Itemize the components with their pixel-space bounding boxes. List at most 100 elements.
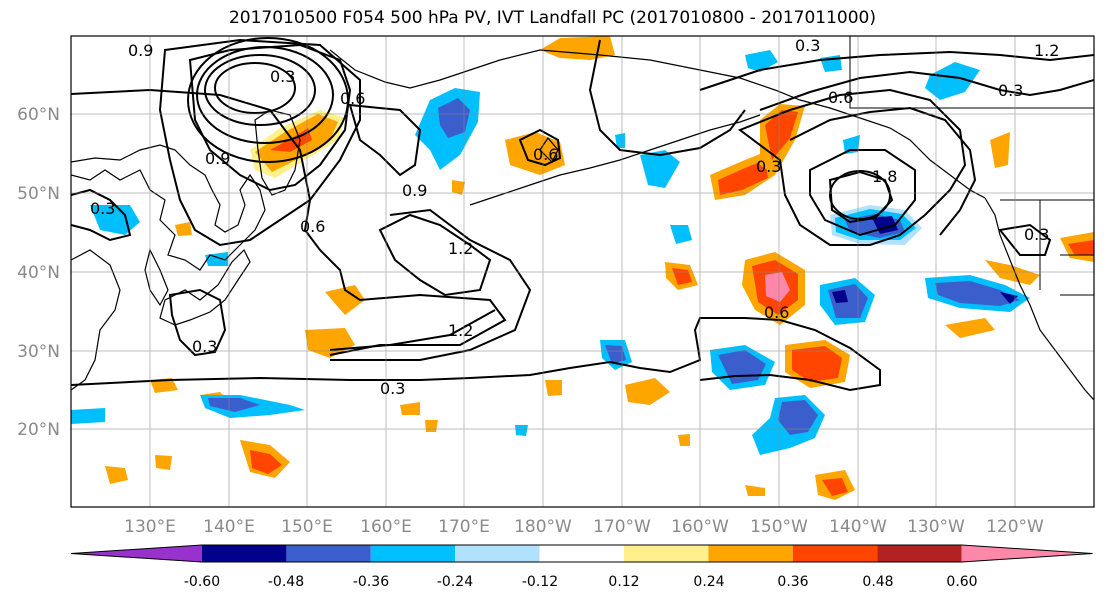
- anomaly-blob: [605, 345, 626, 364]
- ivt-shading: [71, 36, 1094, 500]
- anomaly-blob: [105, 466, 128, 484]
- colorbar-tick-label: -0.60: [184, 574, 220, 590]
- anomaly-blob: [640, 150, 680, 188]
- borders: [849, 36, 1094, 296]
- anomaly-blob: [945, 318, 995, 338]
- anomaly-blob: [71, 408, 105, 424]
- colorbar-segment: [455, 545, 540, 562]
- anomaly-blob: [515, 425, 528, 436]
- contour-line: [809, 149, 916, 237]
- anomaly-blob: [670, 225, 692, 244]
- contour-label: 0.6: [340, 89, 365, 108]
- anomaly-blob: [400, 402, 420, 415]
- contour-label: 0.3: [380, 379, 405, 398]
- anomaly-blob: [678, 434, 690, 446]
- colorbar-tick-label: -0.36: [353, 574, 389, 590]
- colorbar-tick-label: 0.12: [608, 574, 639, 590]
- anomaly-blob: [832, 290, 848, 303]
- lon-label: 120°W: [986, 517, 1044, 537]
- contour-line: [188, 43, 352, 192]
- colorbar-segment: [71, 545, 202, 562]
- plot-frame: [70, 35, 1095, 508]
- colorbar-outline: [70, 544, 1093, 563]
- anomaly-blob: [250, 450, 282, 474]
- anomaly-blob: [452, 180, 465, 195]
- contour-line: [158, 38, 361, 247]
- colorbar-segment: [961, 545, 1093, 562]
- contour-label: 1.2: [448, 239, 473, 258]
- lon-label: 180°W: [514, 517, 572, 537]
- lon-label: 170°E: [438, 517, 490, 537]
- us-states: [1039, 200, 1094, 296]
- anomaly-blob: [425, 420, 438, 432]
- colorbar-tick-label: 0.24: [693, 574, 724, 590]
- lat-label: 20°N: [17, 420, 60, 440]
- colorbar-segments: [70, 544, 1093, 563]
- contour-label: 0.3: [192, 337, 217, 356]
- contour-label: 0.3: [795, 36, 820, 55]
- anomaly-blob: [438, 98, 470, 138]
- contour-line: [759, 70, 1094, 111]
- contour-label: 0.3: [90, 199, 115, 218]
- anomaly-blob: [792, 346, 842, 382]
- colorbar-segment: [792, 545, 878, 562]
- contour-label: 0.6: [533, 145, 558, 164]
- contour-labels: 0.9 0.3 0.6 0.3 0.6 1.2 0.9 0.3 0.6 0.9 …: [90, 36, 1059, 398]
- pv-contours: [71, 37, 1094, 392]
- coastline-korea: [144, 248, 169, 307]
- lat-label: 60°N: [17, 105, 60, 125]
- lon-label: 160°W: [671, 517, 729, 537]
- lat-label: 40°N: [17, 263, 60, 283]
- latitude-labels: 60°N 50°N 40°N 30°N 20°N: [17, 105, 60, 440]
- contour-label: 0.6: [300, 217, 325, 236]
- contour-line: [329, 309, 496, 351]
- colorbar-segment: [370, 545, 456, 562]
- coastline-japan: [159, 248, 251, 326]
- coastline-kamchatka: [254, 109, 301, 196]
- contour-label: 0.3: [1024, 225, 1049, 244]
- anomaly-blob: [765, 272, 790, 302]
- coastline-bering: [539, 136, 559, 164]
- anomaly-blob: [718, 160, 768, 195]
- colorbar-segment: [708, 545, 793, 562]
- coastline-alaska: [329, 49, 986, 199]
- anomaly-blob: [505, 132, 565, 175]
- map-title: 2017010500 F054 500 hPa PV, IVT Landfall…: [228, 8, 876, 28]
- contour-line: [518, 128, 562, 167]
- contour-label: 1.2: [1034, 41, 1059, 60]
- contour-line: [71, 317, 881, 392]
- contour-line: [829, 170, 891, 220]
- anomaly-blob: [625, 378, 670, 405]
- colorbar-segment: [877, 545, 962, 562]
- lon-label: 140°W: [829, 517, 887, 537]
- lon-label: 140°E: [203, 517, 255, 537]
- contour-line: [330, 208, 532, 361]
- coastlines: [71, 49, 1094, 401]
- contour-line: [168, 288, 227, 357]
- contour-line: [204, 54, 316, 126]
- canada-border: [849, 36, 1094, 109]
- contour-label: 0.6: [764, 303, 789, 322]
- colorbar-segment: [202, 545, 287, 562]
- contour-line: [699, 50, 1094, 91]
- contour-line: [348, 103, 422, 177]
- anomaly-blob: [935, 281, 1020, 306]
- anomaly-blob: [545, 380, 562, 396]
- colorbar-segment: [539, 545, 624, 562]
- contour-line: [789, 106, 977, 236]
- lon-label: 150°W: [750, 517, 808, 537]
- coastline-asia: [71, 144, 266, 271]
- contour-label: 1.2: [448, 321, 473, 340]
- anomaly-blob: [150, 378, 178, 393]
- contour-line: [378, 213, 492, 297]
- lon-label: 130°E: [124, 517, 176, 537]
- anomaly-blob: [745, 50, 778, 72]
- contour-label: 0.6: [828, 88, 853, 107]
- contour-label: 0.9: [205, 149, 230, 168]
- contour-line: [588, 39, 746, 157]
- lat-label: 50°N: [17, 184, 60, 204]
- anomaly-blob: [822, 478, 848, 496]
- lon-label: 150°E: [281, 517, 333, 537]
- colorbar: -0.60 -0.48 -0.36 -0.24 -0.12 0.12 0.24 …: [70, 544, 1093, 590]
